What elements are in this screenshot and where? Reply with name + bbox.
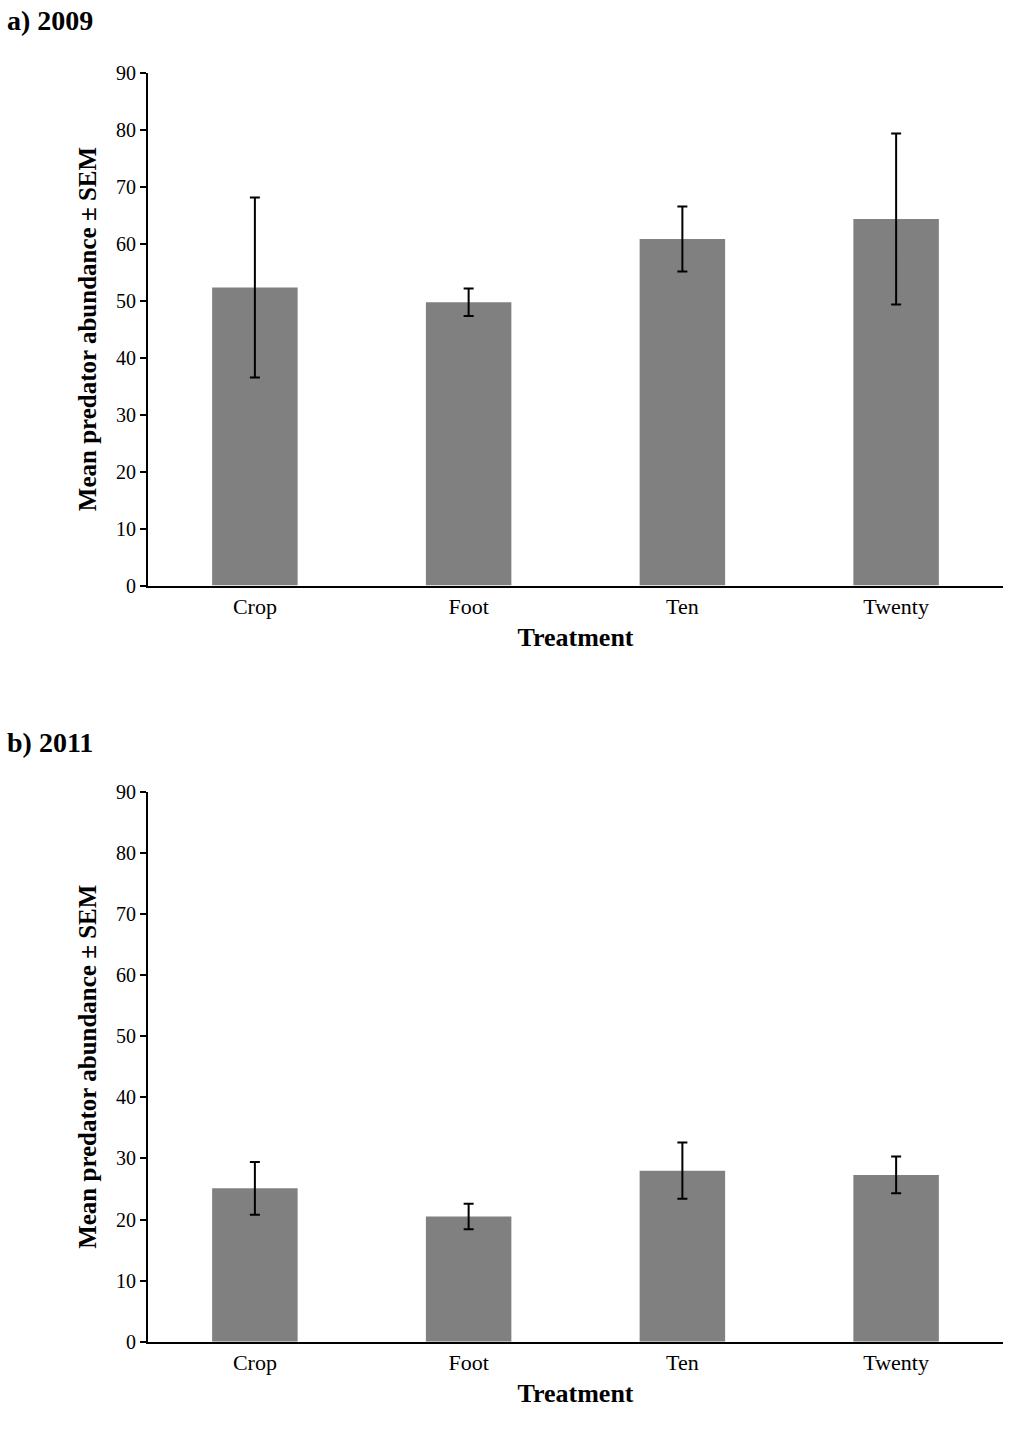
svg-text:Twenty: Twenty bbox=[863, 594, 929, 619]
svg-text:Treatment: Treatment bbox=[518, 1379, 634, 1408]
svg-text:70: 70 bbox=[116, 176, 136, 198]
svg-text:70: 70 bbox=[116, 903, 136, 925]
svg-text:0: 0 bbox=[126, 575, 136, 597]
svg-text:Ten: Ten bbox=[666, 594, 699, 619]
svg-text:50: 50 bbox=[116, 1025, 136, 1047]
svg-text:50: 50 bbox=[116, 290, 136, 312]
svg-text:0: 0 bbox=[126, 1331, 136, 1353]
svg-text:30: 30 bbox=[116, 1147, 136, 1169]
svg-text:60: 60 bbox=[116, 964, 136, 986]
svg-text:40: 40 bbox=[116, 347, 136, 369]
svg-text:Treatment: Treatment bbox=[518, 623, 634, 652]
svg-text:40: 40 bbox=[116, 1086, 136, 1108]
svg-text:Crop: Crop bbox=[233, 1350, 277, 1375]
svg-text:Mean predator abundance ± SEM: Mean predator abundance ± SEM bbox=[74, 885, 101, 1249]
svg-text:10: 10 bbox=[116, 1270, 136, 1292]
svg-text:10: 10 bbox=[116, 518, 136, 540]
svg-text:90: 90 bbox=[116, 781, 136, 803]
svg-text:60: 60 bbox=[116, 233, 136, 255]
svg-text:b) 2011: b) 2011 bbox=[7, 727, 93, 758]
svg-text:Foot: Foot bbox=[448, 1350, 488, 1375]
svg-text:a) 2009: a) 2009 bbox=[7, 5, 93, 36]
svg-text:Foot: Foot bbox=[448, 594, 488, 619]
svg-text:Mean predator abundance ± SEM: Mean predator abundance ± SEM bbox=[74, 147, 101, 511]
svg-text:80: 80 bbox=[116, 842, 136, 864]
svg-text:Twenty: Twenty bbox=[863, 1350, 929, 1375]
svg-text:Crop: Crop bbox=[233, 594, 277, 619]
svg-text:Ten: Ten bbox=[666, 1350, 699, 1375]
svg-text:20: 20 bbox=[116, 1209, 136, 1231]
svg-text:80: 80 bbox=[116, 119, 136, 141]
svg-text:30: 30 bbox=[116, 404, 136, 426]
svg-text:20: 20 bbox=[116, 461, 136, 483]
svg-text:90: 90 bbox=[116, 62, 136, 84]
